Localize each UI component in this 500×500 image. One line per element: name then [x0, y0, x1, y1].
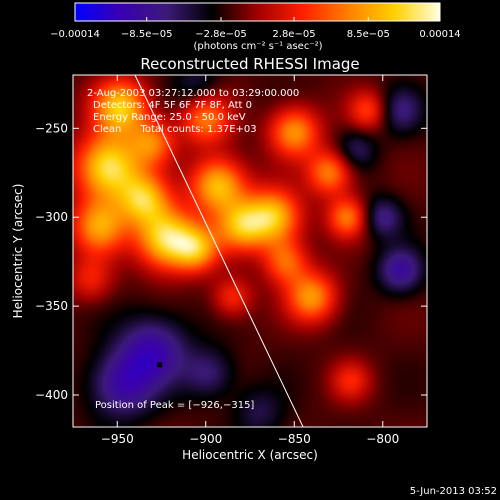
- heatmap-image: [73, 75, 427, 427]
- colorbar-tick-label: −2.8e−05: [195, 29, 247, 40]
- y-tick-label: −250: [35, 121, 68, 135]
- colorbar-frame: [74, 2, 441, 22]
- y-tick-label: −400: [35, 388, 68, 402]
- chart-title: Reconstructed RHESSI Image: [140, 55, 359, 73]
- colorbar-units: (photons cm⁻² s⁻¹ asec⁻²): [193, 41, 322, 52]
- peak-marker: [157, 362, 163, 368]
- x-tick-label: −900: [189, 432, 222, 446]
- x-axis-ticks: −950 −900 −850 −800: [101, 75, 399, 446]
- energy-range-text: Energy Range: 25.0 - 50.0 keV: [93, 112, 246, 123]
- x-tick-label: −850: [278, 432, 311, 446]
- plot-frame: [72, 74, 428, 428]
- peak-position-text: Position of Peak = [−926,−315]: [95, 400, 254, 411]
- x-tick-label: −800: [366, 432, 399, 446]
- colorbar-tick-label: −8.5e−05: [121, 29, 173, 40]
- time-range-text: 2-Aug-2003 03:27:12.000 to 03:29:00.000: [87, 88, 299, 99]
- colorbar-tick-label: −0.00014: [50, 29, 100, 40]
- x-axis-label: Heliocentric X (arcsec): [182, 448, 318, 462]
- colorbar-tick-label: 8.5e−05: [347, 29, 390, 40]
- colorbar-tick-label: 2.8e−05: [272, 29, 315, 40]
- colorbar-tick-label: 0.00014: [419, 29, 460, 40]
- x-tick-label: −950: [101, 432, 134, 446]
- y-tick-label: −350: [35, 299, 68, 313]
- colorbar-gradient: [75, 3, 440, 21]
- y-axis-label: Heliocentric Y (arcsec): [11, 184, 25, 319]
- solar-limb-line: [134, 75, 304, 427]
- footer-date: 5-Jun-2013 03:52: [410, 486, 497, 497]
- y-tick-label: −300: [35, 210, 68, 224]
- colorbar: −0.00014 −8.5e−05 −2.8e−05 2.8e−05 8.5e−05 0.…: [50, 2, 461, 52]
- annotations: 2-Aug-2003 03:27:12.000 to 03:29:00.000 …: [87, 88, 299, 411]
- colorbar-ticks: −0.00014 −8.5e−05 −2.8e−05 2.8e−05 8.5e−05 0.…: [50, 17, 461, 40]
- method-counts-text: Clean Total counts: 1.37E+03: [93, 124, 257, 135]
- detectors-text: Detectors: 4F 5F 6F 7F 8F, Att 0: [93, 100, 252, 111]
- y-axis-ticks: −250 −300 −350 −400: [35, 121, 427, 402]
